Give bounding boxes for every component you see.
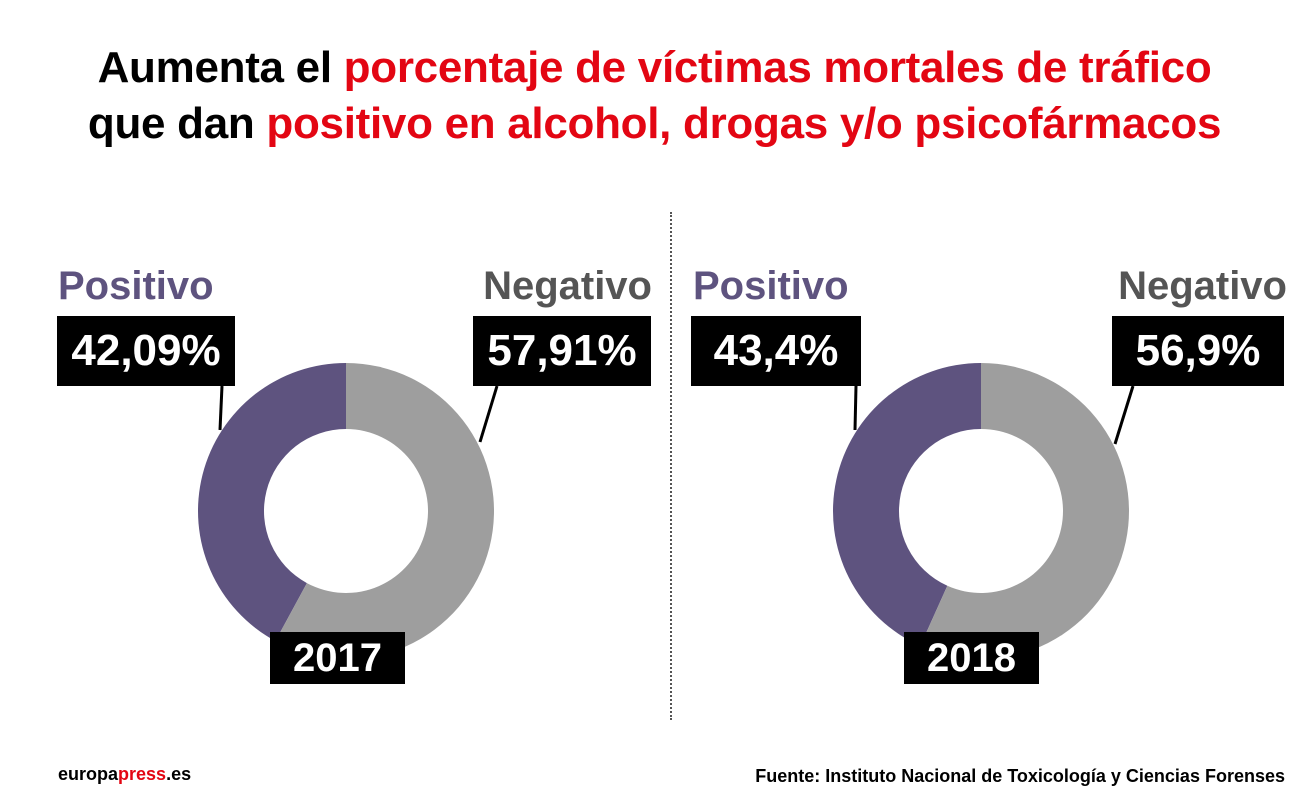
chart-title: Aumenta el porcentaje de víctimas mortal… bbox=[0, 40, 1309, 152]
donut-chart-2017 bbox=[198, 363, 499, 659]
donut-panel-2018: Positivo Negativo 43,4% 56,9% 2018 bbox=[654, 0, 1308, 805]
donut-chart-2018 bbox=[833, 363, 1135, 659]
legend-label-positivo: Positivo bbox=[58, 264, 214, 308]
donut-slice-negativo bbox=[275, 363, 495, 659]
value-label-positivo: 42,09% bbox=[57, 316, 235, 386]
leader-line-negativo bbox=[478, 385, 499, 443]
donut-slices bbox=[833, 363, 1129, 659]
brand-part-2: press bbox=[118, 764, 167, 784]
legend-label-negativo: Negativo bbox=[483, 264, 652, 308]
title-line-1: Aumenta el porcentaje de víctimas mortal… bbox=[0, 40, 1309, 96]
donut-panel-2017: Positivo Negativo 42,09% 57,91% 2017 bbox=[0, 0, 654, 805]
title-line-2-black: que dan bbox=[87, 99, 267, 148]
value-label-positivo: 43,4% bbox=[691, 316, 861, 386]
source-note: Fuente: Instituto Nacional de Toxicologí… bbox=[755, 766, 1285, 786]
legend-label-positivo: Positivo bbox=[693, 264, 849, 308]
donut-slice-positivo bbox=[198, 363, 346, 642]
value-label-negativo: 57,91% bbox=[473, 316, 651, 386]
title-line-2-red: positivo en alcohol, drogas y/o psicofár… bbox=[266, 99, 1222, 148]
panel-divider bbox=[670, 212, 672, 720]
leader-line-negativo bbox=[1113, 385, 1135, 445]
donut-slice-positivo bbox=[833, 363, 981, 646]
leader-line-positivo bbox=[853, 385, 858, 431]
value-label-negativo: 56,9% bbox=[1112, 316, 1284, 386]
title-line-1-red: porcentaje de víctimas mortales de tráfi… bbox=[343, 43, 1212, 92]
brand-logo: europapress.es bbox=[58, 764, 191, 785]
year-label: 2018 bbox=[904, 632, 1039, 684]
leader-line-positivo bbox=[218, 385, 224, 431]
year-label: 2017 bbox=[270, 632, 405, 684]
title-line-1-black: Aumenta el bbox=[97, 43, 344, 92]
title-line-2: que dan positivo en alcohol, drogas y/o … bbox=[0, 96, 1309, 152]
brand-part-3: .es bbox=[166, 764, 192, 784]
legend-label-negativo: Negativo bbox=[1118, 264, 1287, 308]
brand-part-1: europa bbox=[58, 764, 119, 784]
donut-slice-negativo bbox=[920, 363, 1129, 659]
donut-slices bbox=[198, 363, 495, 659]
